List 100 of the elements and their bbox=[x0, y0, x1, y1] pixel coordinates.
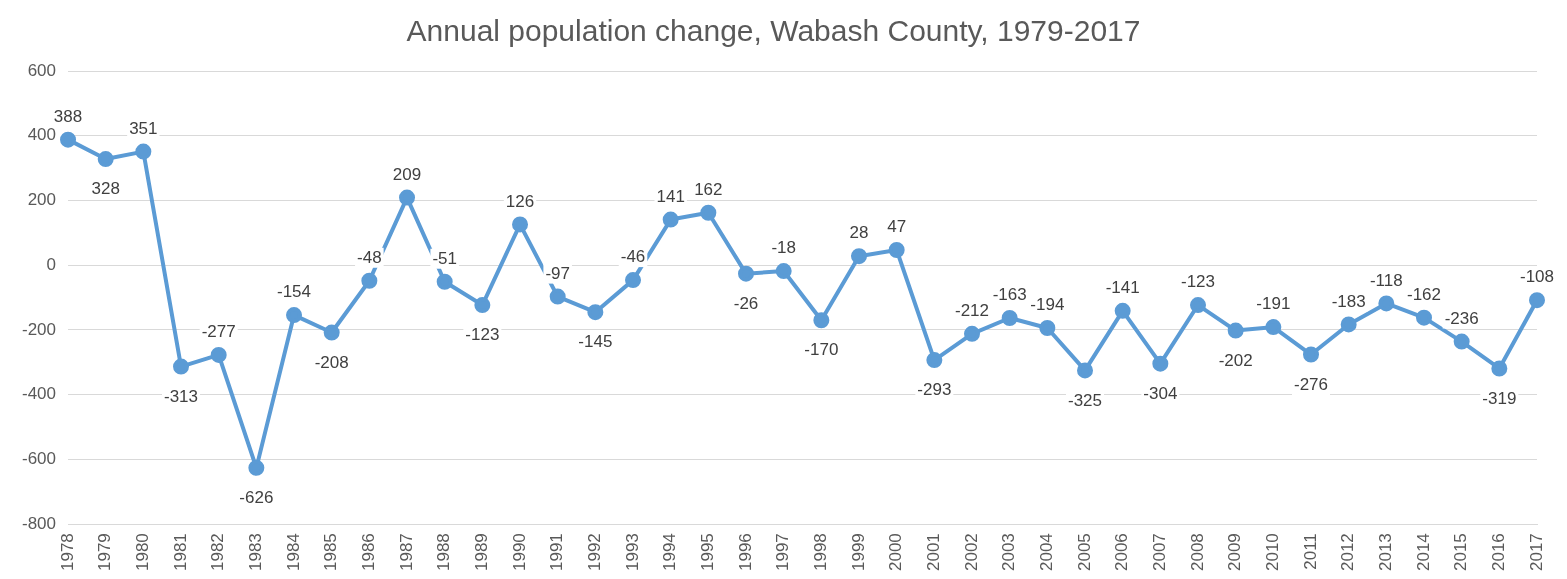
x-tick-label: 2012 bbox=[1338, 533, 1358, 572]
point bbox=[1453, 333, 1470, 350]
chart-title: Annual population change, Wabash County, 1979-2017 bbox=[406, 14, 1141, 48]
data-label: -208 bbox=[314, 352, 349, 372]
x-tick-label: 1996 bbox=[735, 533, 755, 572]
data-label: -325 bbox=[1067, 390, 1103, 410]
point bbox=[738, 265, 755, 282]
y-tick-label: 0 bbox=[46, 254, 57, 274]
data-label: -212 bbox=[954, 301, 990, 321]
x-tick-label: 1988 bbox=[434, 533, 454, 572]
data-label: -313 bbox=[164, 386, 199, 406]
point bbox=[512, 216, 529, 233]
x-tick-label: 2009 bbox=[1225, 533, 1245, 572]
point bbox=[173, 358, 190, 375]
x-tick-label: 1980 bbox=[133, 533, 153, 572]
data-label: -162 bbox=[1406, 284, 1442, 304]
x-tick-label: 1992 bbox=[585, 533, 605, 572]
x-tick-label: 1987 bbox=[396, 533, 416, 572]
x-tick-label: 2007 bbox=[1150, 533, 1170, 572]
data-label: -123 bbox=[1180, 272, 1216, 292]
point bbox=[1491, 360, 1508, 377]
data-label: -154 bbox=[277, 282, 312, 302]
x-tick-label: 1999 bbox=[848, 533, 868, 572]
point bbox=[1265, 319, 1282, 336]
data-label: -191 bbox=[1256, 294, 1291, 314]
x-tick-label: 1998 bbox=[811, 533, 831, 572]
x-tick-label: 2000 bbox=[886, 533, 906, 572]
data-label: -51 bbox=[432, 248, 457, 268]
y-tick-label: -800 bbox=[21, 513, 57, 533]
data-label: -48 bbox=[357, 247, 382, 267]
x-tick-label: 1991 bbox=[547, 533, 567, 572]
data-label: -141 bbox=[1105, 278, 1140, 298]
point bbox=[1529, 292, 1545, 309]
point bbox=[926, 352, 943, 369]
x-tick-label: 1985 bbox=[321, 533, 341, 572]
x-tick-label: 1984 bbox=[283, 533, 303, 572]
data-label: -277 bbox=[201, 322, 236, 342]
data-label: -170 bbox=[804, 340, 839, 360]
y-tick-label: 400 bbox=[27, 125, 57, 145]
point bbox=[1227, 322, 1244, 339]
data-label: -123 bbox=[465, 325, 500, 345]
point bbox=[286, 307, 303, 324]
point bbox=[662, 211, 679, 228]
x-tick-label: 1994 bbox=[660, 533, 680, 572]
data-label: 28 bbox=[849, 223, 869, 243]
point bbox=[399, 189, 416, 206]
x-tick-label: 1982 bbox=[208, 533, 228, 572]
data-label: 141 bbox=[656, 186, 685, 206]
x-tick-label: 2011 bbox=[1300, 533, 1320, 570]
data-label: 162 bbox=[694, 179, 723, 199]
data-label: 47 bbox=[887, 217, 907, 237]
x-tick-label: 2002 bbox=[961, 533, 981, 572]
data-label: -118 bbox=[1369, 270, 1403, 290]
data-label: 388 bbox=[53, 106, 83, 126]
data-label: -293 bbox=[917, 380, 952, 400]
point bbox=[135, 143, 152, 160]
x-tick-label: 1979 bbox=[95, 533, 115, 572]
point bbox=[1303, 346, 1319, 363]
x-tick-label: 1978 bbox=[57, 533, 77, 572]
x-tick-label: 1993 bbox=[622, 533, 642, 572]
data-label: -97 bbox=[545, 263, 570, 283]
data-label: -163 bbox=[992, 285, 1027, 305]
point bbox=[964, 325, 981, 342]
x-tick-label: 2004 bbox=[1037, 533, 1057, 572]
y-tick-label: -600 bbox=[21, 449, 57, 469]
point bbox=[323, 324, 340, 341]
x-tick-label: 2014 bbox=[1413, 533, 1433, 572]
x-tick-label: 2006 bbox=[1112, 533, 1132, 572]
x-tick-label: 1989 bbox=[472, 533, 492, 572]
point bbox=[851, 248, 868, 265]
point bbox=[549, 288, 566, 305]
point bbox=[474, 297, 491, 314]
data-label: 351 bbox=[129, 118, 158, 138]
data-label: -18 bbox=[771, 238, 796, 258]
point bbox=[1416, 309, 1432, 326]
x-tick-label: 2017 bbox=[1526, 533, 1546, 572]
x-tick-label: 1986 bbox=[359, 533, 379, 572]
x-tick-label: 1995 bbox=[698, 533, 718, 572]
data-label: -276 bbox=[1293, 374, 1329, 394]
data-label: 209 bbox=[392, 164, 422, 184]
point bbox=[775, 263, 792, 280]
y-tick-label: -400 bbox=[21, 384, 57, 404]
x-tick-label: 2015 bbox=[1451, 533, 1471, 572]
data-label: -626 bbox=[239, 488, 274, 508]
x-tick-label: 2013 bbox=[1376, 533, 1396, 572]
point bbox=[1340, 316, 1357, 333]
y-tick-label: 600 bbox=[27, 60, 57, 80]
data-label: -108 bbox=[1519, 267, 1555, 287]
data-label: -194 bbox=[1030, 295, 1065, 315]
x-tick-label: 2001 bbox=[924, 533, 944, 572]
x-tick-label: 2008 bbox=[1187, 533, 1207, 572]
point bbox=[625, 272, 642, 289]
data-label: -319 bbox=[1482, 388, 1517, 408]
point bbox=[60, 131, 77, 148]
point bbox=[361, 272, 378, 289]
data-label: 126 bbox=[505, 191, 535, 211]
point bbox=[700, 204, 717, 221]
data-label: -26 bbox=[733, 293, 759, 313]
point bbox=[1378, 295, 1395, 312]
data-label: 328 bbox=[91, 179, 120, 199]
